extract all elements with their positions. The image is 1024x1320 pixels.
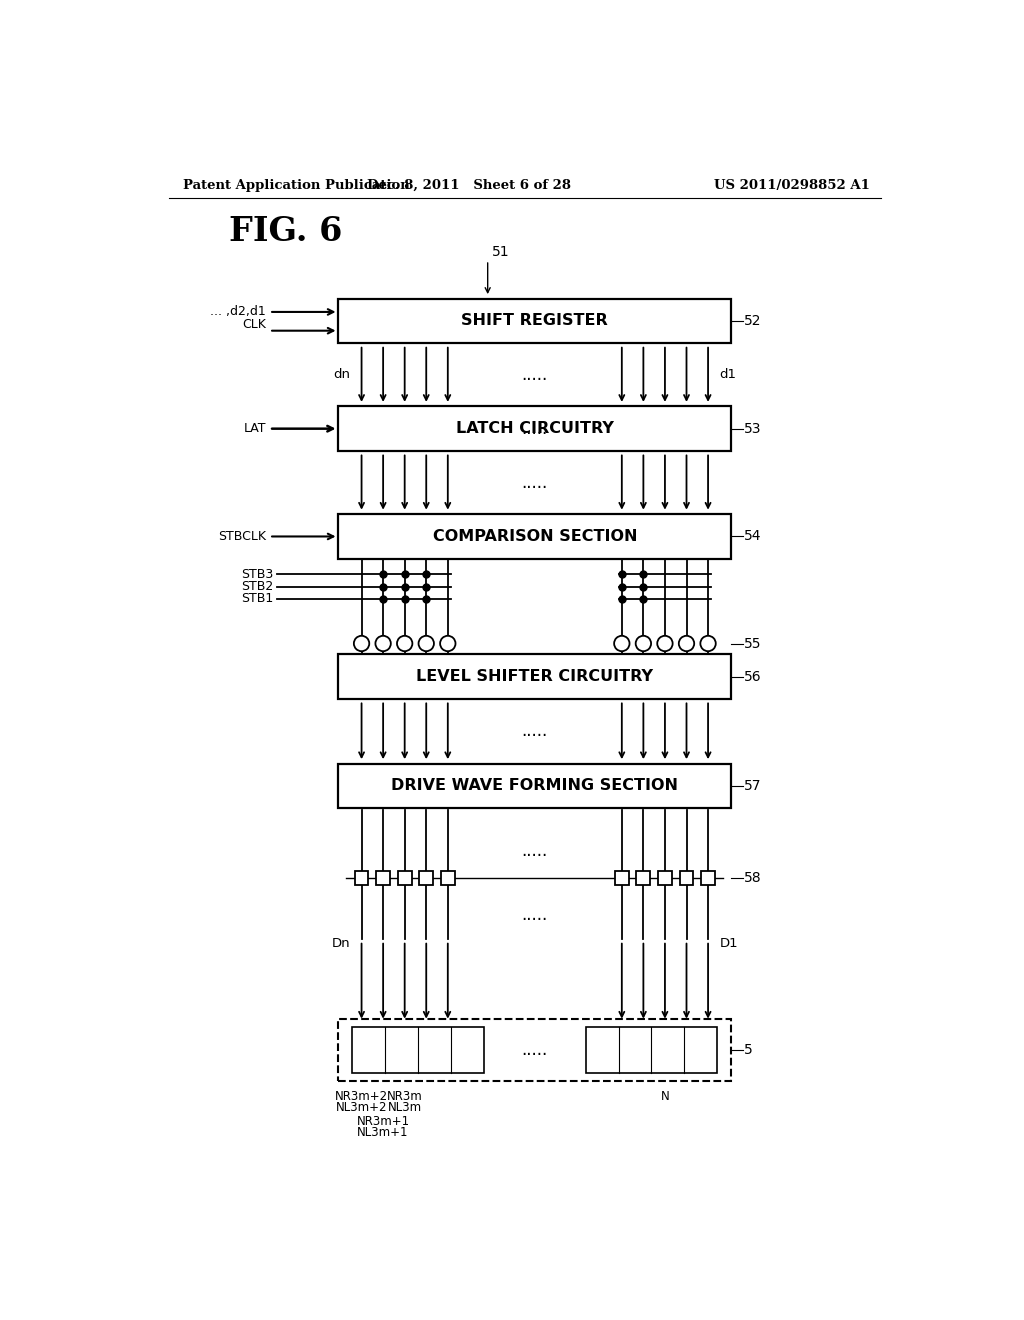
Text: NL3m+2: NL3m+2 [336,1101,387,1114]
Bar [658,871,672,884]
Bar [637,871,650,884]
Bar [586,1027,717,1073]
Text: dn: dn [333,368,350,381]
Text: LAT: LAT [244,422,266,436]
Text: .....: ..... [521,420,548,438]
Bar [614,871,629,884]
Text: LEVEL SHIFTER CIRCUITRY: LEVEL SHIFTER CIRCUITRY [417,669,653,684]
Circle shape [354,636,370,651]
Text: STB3: STB3 [241,568,273,581]
Bar [376,871,390,884]
Bar [339,763,731,808]
Circle shape [636,636,651,651]
Text: CLK: CLK [243,318,266,331]
Text: 58: 58 [743,871,761,884]
Bar [339,407,731,451]
Text: 53: 53 [743,421,761,436]
Text: STBCLK: STBCLK [218,529,266,543]
Circle shape [376,636,391,651]
Text: Dn: Dn [332,936,350,949]
Bar [701,871,715,884]
Text: FIG. 6: FIG. 6 [229,215,342,248]
Text: NR3m+1: NR3m+1 [356,1114,410,1127]
Text: .....: ..... [521,366,548,384]
Text: LATCH CIRCUITRY: LATCH CIRCUITRY [456,421,613,436]
Bar [339,1019,731,1081]
Bar [339,298,731,343]
Bar [354,871,369,884]
Text: .....: ..... [521,722,548,741]
Text: Patent Application Publication: Patent Application Publication [183,178,410,191]
Circle shape [419,636,434,651]
Circle shape [679,636,694,651]
Bar [352,1027,484,1073]
Bar [419,871,433,884]
Text: D1: D1 [720,936,738,949]
Text: STB1: STB1 [241,593,273,606]
Circle shape [614,636,630,651]
Text: Dec. 8, 2011   Sheet 6 of 28: Dec. 8, 2011 Sheet 6 of 28 [368,178,571,191]
Text: US 2011/0298852 A1: US 2011/0298852 A1 [714,178,869,191]
Text: 56: 56 [743,669,761,684]
Text: 54: 54 [743,529,761,544]
Text: d1: d1 [720,368,736,381]
Circle shape [440,636,456,651]
Text: COMPARISON SECTION: COMPARISON SECTION [432,529,637,544]
Text: STB2: STB2 [241,579,273,593]
Text: NL3m+1: NL3m+1 [357,1126,409,1139]
Text: DRIVE WAVE FORMING SECTION: DRIVE WAVE FORMING SECTION [391,779,678,793]
Text: 5: 5 [743,1043,753,1057]
Bar [339,655,731,700]
Text: ... ,d2,d1: ... ,d2,d1 [210,305,266,318]
Circle shape [700,636,716,651]
Text: NR3m+2: NR3m+2 [335,1090,388,1104]
Text: 52: 52 [743,314,761,327]
Text: NL3m: NL3m [388,1101,422,1114]
Circle shape [397,636,413,651]
Bar [397,871,412,884]
Text: .....: ..... [521,474,548,491]
Bar [680,871,693,884]
Text: 55: 55 [743,636,761,651]
Bar [339,515,731,558]
Text: NR3m: NR3m [387,1090,423,1104]
Text: 57: 57 [743,779,761,793]
Text: N: N [660,1090,670,1104]
Text: 51: 51 [492,244,509,259]
Bar [441,871,455,884]
Text: .....: ..... [521,842,548,859]
Circle shape [657,636,673,651]
Text: .....: ..... [521,906,548,924]
Text: SHIFT REGISTER: SHIFT REGISTER [462,313,608,329]
Text: .....: ..... [521,1041,548,1059]
